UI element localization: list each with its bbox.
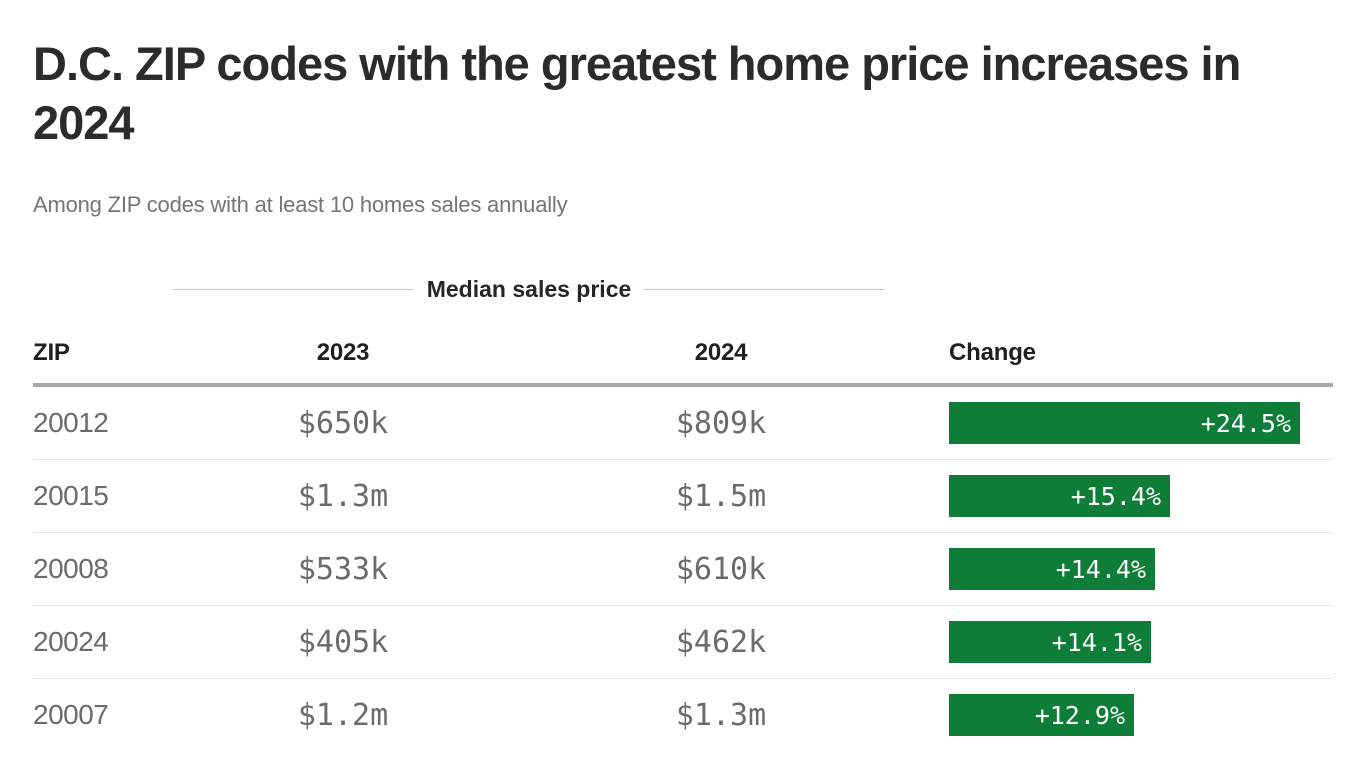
price-2023-value: $1.2m [297, 697, 389, 733]
chart-title: D.C. ZIP codes with the greatest home pr… [33, 37, 1241, 150]
column-header-change: Change [949, 339, 1036, 367]
price-2024-value: $462k [675, 624, 767, 660]
group-header-left-rule [173, 289, 414, 291]
change-bar-cell: +24.5% [949, 402, 1333, 445]
change-bar-cell: +12.9% [949, 694, 1333, 737]
price-2023-value: $533k [297, 551, 389, 587]
price-2023-value: $1.3m [297, 478, 389, 514]
change-bar-label: +24.5% [1200, 408, 1291, 438]
change-bar: +14.4% [949, 548, 1155, 591]
change-bar-label: +15.4% [1070, 481, 1161, 511]
chart-subtitle: Among ZIP codes with at least 10 homes s… [33, 192, 568, 218]
price-2023-value: $405k [297, 624, 389, 660]
price-2024-value: $610k [675, 551, 767, 587]
price-2024-value: $1.5m [675, 478, 767, 514]
column-header-2023: 2023 [316, 339, 370, 367]
zip-value: 20008 [33, 553, 109, 585]
group-header-label: Median sales price [426, 276, 632, 303]
change-bar-cell: +14.4% [949, 548, 1333, 591]
table-row: 20012 $650k $809k +24.5% [33, 387, 1333, 461]
change-bar-cell: +14.1% [949, 621, 1333, 664]
column-header-2024: 2024 [694, 339, 748, 367]
change-bar: +24.5% [949, 402, 1300, 445]
price-2023-value: $650k [297, 405, 389, 441]
table-row: 20008 $533k $610k +14.4% [33, 533, 1333, 607]
column-header-zip: ZIP [33, 339, 70, 367]
group-header-median-sales-price: Median sales price [173, 276, 886, 303]
change-bar-label: +14.1% [1051, 627, 1142, 657]
table-header-row: ZIP 2023 2024 Change [33, 339, 1333, 388]
table-row: 20015 $1.3m $1.5m +15.4% [33, 460, 1333, 534]
group-header-right-rule [644, 289, 886, 291]
zip-value: 20007 [33, 699, 109, 731]
change-bar-cell: +15.4% [949, 475, 1333, 518]
change-bar: +15.4% [949, 475, 1170, 518]
zip-value: 20012 [33, 407, 109, 439]
table-row: 20024 $405k $462k +14.1% [33, 606, 1333, 680]
price-2024-value: $809k [675, 405, 767, 441]
zip-value: 20024 [33, 626, 109, 658]
change-bar: +12.9% [949, 694, 1134, 737]
table-row: 20007 $1.2m $1.3m +12.9% [33, 679, 1333, 751]
change-bar: +14.1% [949, 621, 1151, 664]
price-2024-value: $1.3m [675, 697, 767, 733]
change-bar-label: +12.9% [1034, 700, 1125, 730]
change-bar-label: +14.4% [1055, 554, 1146, 584]
zip-value: 20015 [33, 480, 109, 512]
